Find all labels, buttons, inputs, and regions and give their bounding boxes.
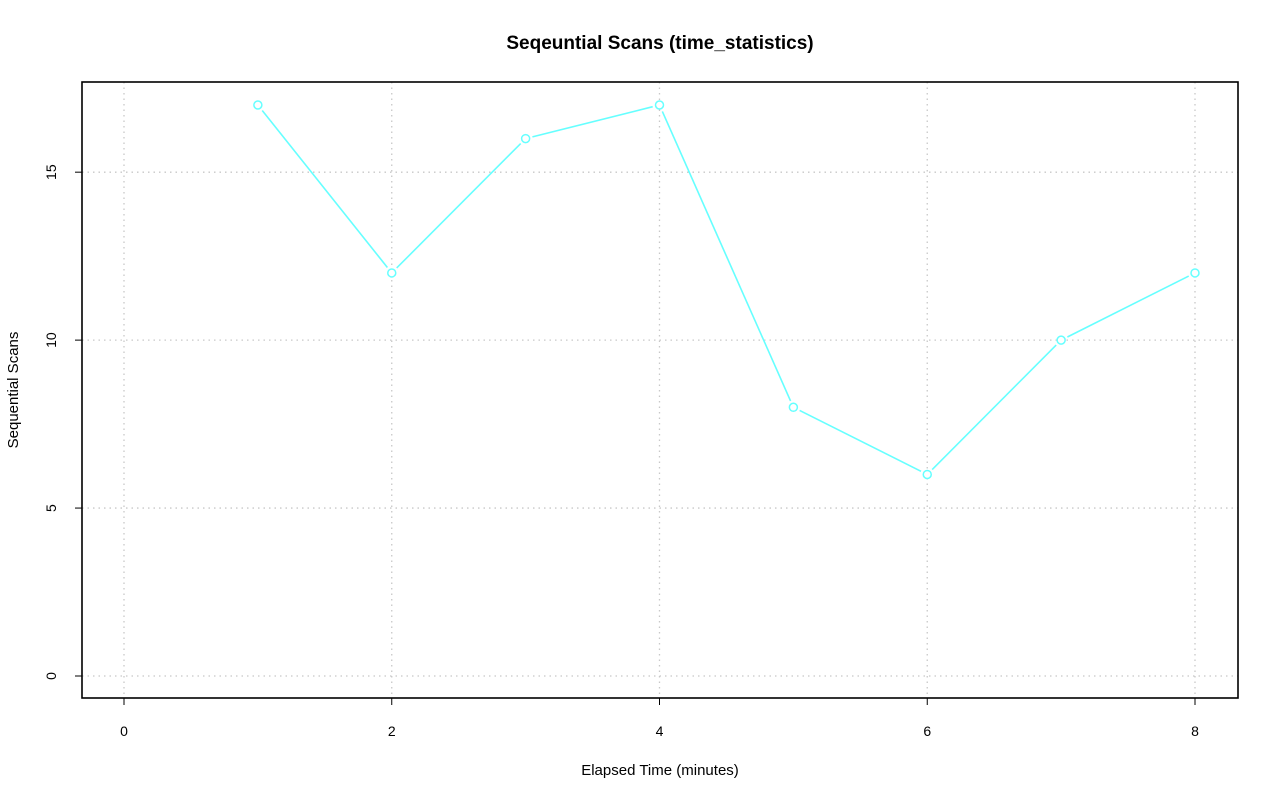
series-group: [253, 100, 1200, 480]
y-tick-label: 15: [43, 164, 59, 180]
grid-lines: [82, 82, 1238, 698]
x-tick-label: 6: [923, 723, 931, 739]
data-point: [922, 469, 932, 480]
axis-ticks: 0 2 4 6 8 0 5 10 15: [43, 164, 1199, 739]
data-point: [654, 100, 665, 110]
series-line-segment: [1067, 275, 1190, 338]
series-line-segment: [799, 409, 922, 473]
x-tick-label: 2: [388, 723, 396, 739]
data-point: [387, 268, 397, 278]
plot-area-frame: [81, 81, 1239, 699]
series-line-segment: [661, 111, 792, 402]
series-line-segment: [931, 344, 1057, 471]
data-point: [1190, 268, 1200, 278]
x-axis-label: Elapsed Time (minutes): [581, 762, 739, 779]
data-point: [253, 100, 263, 110]
series-line-segment: [396, 142, 522, 269]
data-point: [520, 133, 531, 144]
x-tick-label: 0: [120, 723, 128, 739]
chart-title: Seqeuntial Scans (time_statistics): [506, 33, 813, 54]
x-tick-label: 8: [1191, 723, 1199, 739]
x-tick-label: 4: [656, 723, 664, 739]
series-line-segment: [261, 109, 389, 268]
series-line-segment: [532, 105, 653, 138]
y-tick-label: 0: [43, 672, 59, 680]
y-axis-label: Sequential Scans: [5, 332, 22, 449]
data-point: [788, 402, 799, 413]
y-tick-label: 5: [43, 504, 59, 512]
y-tick-label: 10: [43, 332, 59, 348]
data-point: [1056, 335, 1066, 345]
data-series: [253, 100, 1200, 480]
